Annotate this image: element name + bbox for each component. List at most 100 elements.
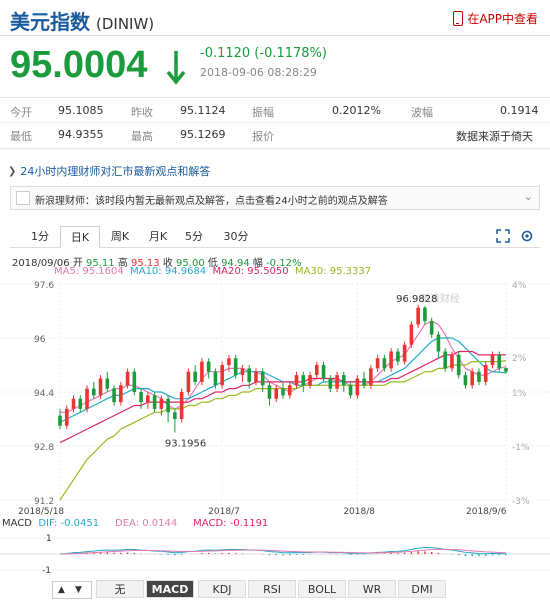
candle: [287, 381, 292, 399]
x-axis-labels: 2018/5/18 2018/7 2018/8 2018/9/6: [18, 507, 507, 516]
candle: [105, 371, 110, 392]
ma5-legend: MA5: 95.1604: [54, 266, 124, 277]
stat-value: 0.2012%: [332, 104, 381, 117]
ma20-legend: MA20: 95.5050: [212, 266, 289, 277]
candle: [260, 368, 265, 392]
pan-left-icon[interactable]: ▲: [58, 585, 65, 595]
settings-icon[interactable]: [520, 229, 534, 243]
candle: [254, 368, 258, 386]
indicator-tab-0[interactable]: 无: [96, 580, 144, 598]
candle: [490, 351, 495, 369]
candle: [98, 375, 103, 399]
stats-row: 最低 94.9355 最高 95.1269 报价 数据来源于倚天: [0, 123, 550, 147]
indicator-tab-2[interactable]: KDJ: [198, 580, 246, 598]
y-tick-label: 92.8: [34, 443, 54, 453]
candle: [186, 368, 191, 396]
quote-timestamp: 2018-09-06 08:28:29: [200, 66, 317, 79]
percent-tick-label: 1%: [512, 389, 527, 399]
indicator-tab-6[interactable]: DMI: [398, 580, 446, 598]
dea-line: [59, 548, 507, 555]
ohlc-close-label: 收: [162, 258, 173, 269]
price-change: -0.1120 (-0.1178%): [200, 46, 327, 61]
candlestick-chart[interactable]: 97.6 96 94.4 92.8 91.2 4% 2% 1% -1% -3% 新浪财经 96.…: [0, 278, 550, 516]
candle: [193, 365, 197, 386]
y-axis-labels: 97.6 96 94.4 92.8 91.2: [34, 281, 54, 507]
candle: [78, 395, 83, 413]
indicator-tab-3[interactable]: RSI: [248, 580, 296, 598]
candle: [206, 358, 211, 379]
candle: [240, 365, 245, 382]
ohlc-open: 95.11: [86, 258, 115, 269]
tab-monthly-k[interactable]: 月K: [148, 230, 168, 243]
candle: [152, 392, 157, 413]
stats-table: 今开 95.1085 昨收 95.1124 振幅 0.2012% 波幅 0.19…: [0, 97, 550, 149]
indicator-tab-4[interactable]: BOLL: [298, 580, 346, 598]
timeframe-tabs: 1分 日K 周K 月K 5分 30分: [10, 226, 540, 248]
candle: [456, 351, 461, 379]
percent-tick-label: -3%: [512, 497, 530, 507]
macd-chart: 1 -1: [0, 534, 550, 576]
ohlc-high-label: 高: [117, 258, 128, 269]
indicator-tab-1[interactable]: MACD: [146, 580, 194, 598]
percent-tick-label: -1%: [512, 443, 530, 453]
open-in-app-link[interactable]: 在APP中查看: [453, 10, 538, 27]
candle: [314, 361, 319, 379]
stat-label: 今开: [10, 106, 32, 119]
candle: [200, 358, 204, 386]
macd-tick-label: 1: [46, 534, 52, 544]
tab-1min[interactable]: 1分: [31, 230, 49, 243]
ma10-legend: MA10: 94.9684: [130, 266, 207, 277]
candle: [308, 371, 312, 389]
macd-title: MACD: [2, 518, 32, 529]
stat-value: 94.9355: [58, 128, 104, 141]
chart-grid: [0, 278, 550, 516]
percent-tick-label: 2%: [512, 354, 527, 364]
stat-value: 数据来源于倚天: [456, 130, 533, 143]
y-tick-label: 94.4: [34, 389, 54, 399]
candle: [267, 381, 272, 406]
candle: [342, 371, 346, 392]
chevron-down-icon[interactable]: ⌄: [523, 190, 533, 203]
candle: [402, 341, 407, 365]
fullscreen-icon[interactable]: [496, 229, 510, 243]
candle: [125, 368, 130, 389]
x-tick-label: 2018/8: [343, 507, 375, 516]
avatar: [16, 191, 30, 205]
watermark: 新浪财经: [420, 292, 460, 305]
percent-axis-labels: 4% 2% 1% -1% -3%: [512, 281, 530, 507]
y-tick-label: 97.6: [34, 281, 54, 291]
news-item[interactable]: 新浪理财师：该时段内暂无最新观点及解答，点击查看24小时之前的观点及解答 ⌄: [10, 186, 540, 210]
news-header-toggle[interactable]: ❯ 24小时内理财师对汇市最新观点和解答: [8, 163, 210, 179]
tab-30min[interactable]: 30分: [223, 230, 249, 243]
index-name: 美元指数: [10, 10, 90, 34]
ohlc-open-label: 开: [72, 258, 83, 269]
page-title: 美元指数 (DINIW): [10, 6, 154, 35]
candle: [328, 375, 333, 392]
tab-daily-k[interactable]: 日K: [60, 226, 100, 248]
candle: [220, 361, 224, 389]
percent-tick-label: 4%: [512, 281, 527, 291]
candle: [463, 371, 468, 389]
candle: [375, 354, 380, 372]
ohlc-change: -0.12%: [266, 258, 302, 269]
candle: [227, 354, 231, 372]
indicator-tab-5[interactable]: WR: [348, 580, 396, 598]
candle: [396, 348, 400, 365]
ohlc-change-label: 幅: [252, 258, 263, 269]
ohlc-low-label: 低: [207, 258, 218, 269]
candle: [112, 385, 116, 406]
x-tick-label: 2018/7: [208, 507, 240, 516]
current-price: 95.0004: [10, 44, 148, 86]
candle: [146, 392, 150, 409]
stats-row: 今开 95.1085 昨收 95.1124 振幅 0.2012% 波幅 0.19…: [0, 99, 550, 123]
candle: [429, 317, 434, 338]
candle: [58, 408, 62, 430]
annotations: 96.9828 93.1956: [165, 294, 438, 450]
dif-line: [59, 547, 507, 555]
tab-weekly-k[interactable]: 周K: [110, 230, 130, 243]
stat-value: 0.1914: [500, 104, 539, 117]
pan-right-icon[interactable]: ▼: [75, 585, 82, 595]
candle: [362, 371, 366, 389]
candle: [166, 395, 170, 423]
tab-5min[interactable]: 5分: [185, 230, 203, 243]
